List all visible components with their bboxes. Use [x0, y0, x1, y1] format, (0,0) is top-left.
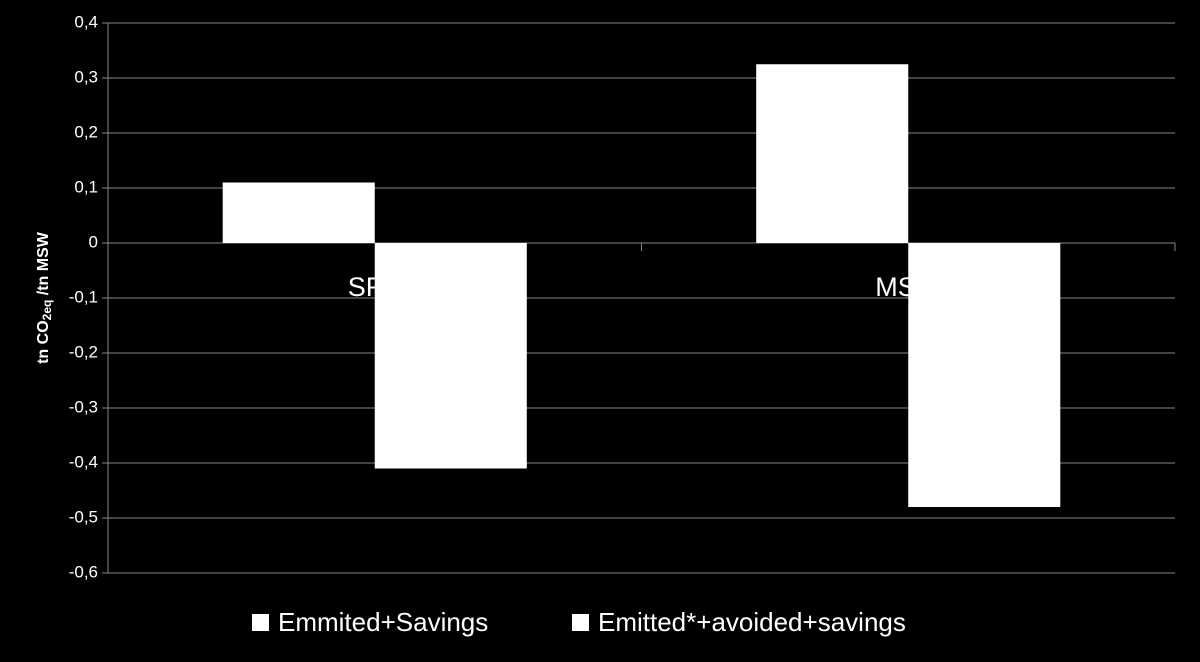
- legend-label: Emitted*+avoided+savings: [598, 607, 906, 637]
- y-tick-label: -0,4: [69, 452, 98, 471]
- y-tick-label: -0,1: [69, 287, 98, 306]
- bar: [374, 243, 527, 469]
- y-tick-label: 0,2: [74, 122, 98, 141]
- legend-swatch: [572, 614, 589, 631]
- y-tick-label: 0,4: [74, 12, 98, 31]
- bar: [756, 64, 909, 243]
- y-tick-label: 0,1: [74, 177, 98, 196]
- y-axis-label: tn CO2eq /tn MSW: [35, 231, 54, 364]
- y-label-part: tn CO: [35, 320, 52, 364]
- bar: [908, 243, 1061, 507]
- y-tick-label: -0,6: [69, 562, 98, 581]
- y-label-part: /tn MSW: [35, 231, 52, 299]
- legend-swatch: [252, 614, 269, 631]
- y-tick-label: 0: [89, 232, 98, 251]
- y-tick-label: -0,3: [69, 397, 98, 416]
- y-tick-label: -0,2: [69, 342, 98, 361]
- bar: [222, 182, 375, 243]
- y-tick-label: 0,3: [74, 67, 98, 86]
- y-tick-label: -0,5: [69, 507, 98, 526]
- y-label-subscript: 2eq: [40, 300, 54, 321]
- legend-label: Emmited+Savings: [278, 607, 488, 637]
